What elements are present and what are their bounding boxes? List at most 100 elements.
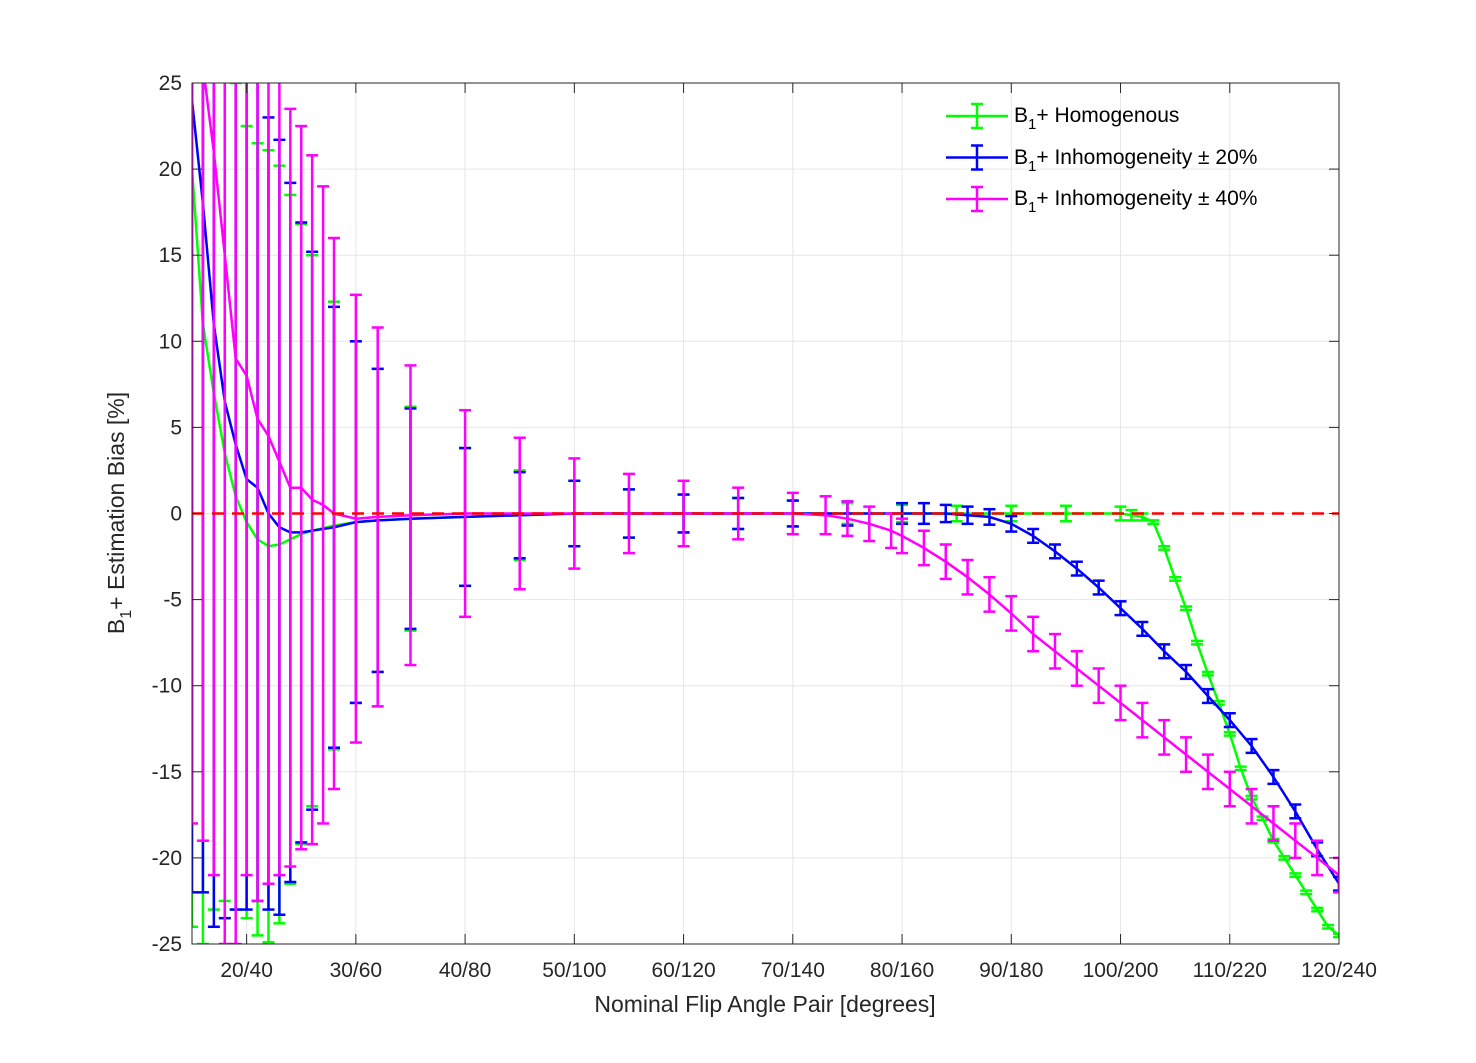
y-tick-label: 5 [170,416,182,439]
y-tick-label: -25 [152,933,182,956]
error-bar [1027,527,1040,545]
error-bar [983,575,996,613]
error-bar [1070,650,1083,687]
error-bar [1201,670,1214,677]
legend-marker [946,185,1008,213]
error-bar [192,83,198,825]
error-bar [1223,712,1236,729]
error-bar [295,124,308,851]
error-bar [1322,923,1335,930]
error-bar [1136,701,1149,739]
error-bar [1048,543,1061,560]
x-tick-label: 70/140 [761,959,825,982]
error-bar [1114,600,1127,617]
error-bar [1169,575,1182,582]
x-tick-label: 60/120 [651,959,715,982]
error-bar [404,364,417,667]
error-bar [1092,579,1105,596]
error-bar [1311,906,1324,913]
error-bar [1333,875,1339,892]
error-bar [1136,620,1149,638]
error-bar [917,529,930,567]
legend-label-homogenous: B1+ Homogenous [1014,104,1179,133]
error-bar [1092,667,1105,705]
y-tick-label: 25 [159,72,182,95]
error-bar [1005,594,1018,632]
x-tick-label: 40/80 [439,959,492,982]
error-bar [1180,736,1193,774]
error-bar [1201,687,1214,705]
error-bar [896,517,909,555]
error-bar [983,507,996,526]
error-bar [1333,932,1339,939]
error-bar [1125,508,1138,522]
y-tick-label: 10 [159,330,182,353]
error-bar [1180,663,1193,681]
error-bar [1158,718,1171,756]
error-bar [939,503,952,524]
y-axis-title: B1+ Estimation Bias [%] [103,392,135,634]
error-bar [939,543,952,581]
error-bar [349,293,362,744]
error-bar [1300,889,1313,896]
x-tick-label: 90/180 [979,959,1043,982]
x-tick-label: 100/200 [1083,959,1159,982]
error-bar [1223,730,1236,737]
x-tick-label: 20/40 [220,959,273,982]
error-bar [1289,822,1302,860]
error-bar [1223,770,1236,808]
error-bar [284,107,297,868]
error-bar [459,408,472,619]
error-bar [1114,684,1127,722]
error-bar [1201,753,1214,791]
error-bar [240,83,253,877]
legend-label-inhomogeneity-20: B1+ Inhomogeneity ± 20% [1014,146,1257,175]
x-axis-title: Nominal Flip Angle Pair [degrees] [594,991,935,1017]
error-bar [961,505,974,526]
y-tick-label: 0 [170,503,182,526]
error-bar [207,83,220,877]
error-bar [1245,737,1258,755]
legend-entry-inhomogeneity-20[interactable]: B1+ Inhomogeneity ± 20% [946,144,1257,176]
error-bar [1267,768,1280,786]
error-bar [371,326,384,708]
y-tick-label: -15 [152,761,182,784]
error-bar [841,500,854,538]
series-layer [192,83,1339,944]
error-bar [1245,787,1258,825]
error-bar [1180,605,1193,612]
error-bar [1190,639,1203,646]
error-bar [196,83,209,842]
x-tick-label: 80/160 [870,959,934,982]
error-bar [251,83,264,903]
error-bar [819,495,832,536]
error-bar [1158,643,1171,660]
legend-marker [946,102,1008,130]
error-bar [1289,803,1302,820]
error-bar [317,185,330,825]
x-tick-label: 120/240 [1301,959,1377,982]
y-tick-label: -5 [163,589,182,612]
y-tick-label: -20 [152,847,182,870]
x-tick-label: 30/60 [330,959,383,982]
ticks: -25 -20 -15 -10 -5 0 5 10 15 20 25 20/40 30/60 40/80 5… [152,72,1377,982]
error-bar [1158,544,1171,551]
error-bar [306,154,319,846]
error-bar [192,83,198,894]
error-bar [1278,854,1291,861]
error-bar [1267,804,1280,842]
y-tick-label: 20 [159,158,182,181]
legend-label-inhomogeneity-40: B1+ Inhomogeneity ± 40% [1014,187,1257,216]
error-bar [1289,872,1302,879]
y-tick-label: 15 [159,244,182,267]
error-bar [229,83,242,944]
legend-entry-inhomogeneity-40[interactable]: B1+ Inhomogeneity ± 40% [946,185,1257,216]
error-bar [622,472,635,555]
error-bar [1005,514,1018,533]
error-bar [218,83,231,944]
legend-entry-homogenous[interactable]: B1+ Homogenous [946,102,1179,133]
legend[interactable]: B1+ Homogenous B1+ Inhomogeneity ± 20% B… [946,102,1257,216]
legend-marker [946,144,1008,171]
error-bar [1234,765,1247,772]
